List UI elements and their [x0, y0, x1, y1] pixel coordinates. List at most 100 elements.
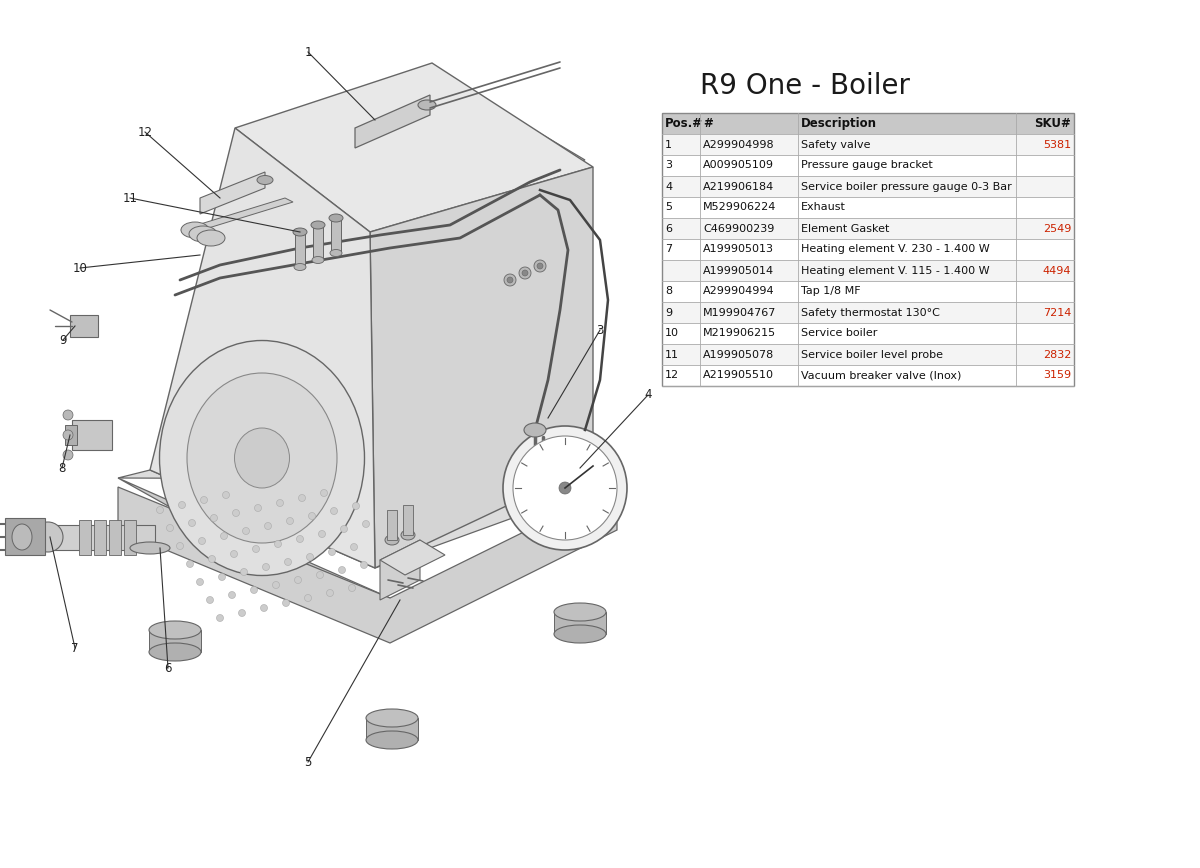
Circle shape [514, 436, 617, 540]
Ellipse shape [329, 214, 343, 222]
Circle shape [362, 521, 370, 528]
Text: Tap 1/8 MF: Tap 1/8 MF [802, 286, 860, 297]
Circle shape [209, 556, 216, 562]
Circle shape [251, 587, 258, 594]
Circle shape [156, 507, 163, 514]
Ellipse shape [366, 709, 418, 727]
Ellipse shape [312, 257, 324, 264]
Circle shape [296, 536, 304, 542]
Polygon shape [403, 505, 413, 535]
Polygon shape [79, 520, 91, 555]
Text: 9: 9 [59, 333, 67, 346]
Circle shape [341, 525, 348, 532]
Text: A299904998: A299904998 [703, 140, 775, 149]
Circle shape [348, 584, 355, 591]
Circle shape [188, 520, 196, 527]
Circle shape [239, 609, 246, 616]
Circle shape [508, 277, 514, 283]
Polygon shape [94, 520, 106, 555]
Bar [662, 323, 1074, 344]
Text: 11: 11 [665, 350, 679, 359]
Text: 8: 8 [59, 462, 66, 475]
Ellipse shape [130, 542, 170, 554]
Circle shape [318, 530, 325, 537]
Bar [662, 197, 1074, 218]
Circle shape [282, 600, 289, 607]
Text: 1: 1 [665, 140, 672, 149]
Text: 4: 4 [665, 181, 672, 192]
Circle shape [230, 550, 238, 557]
Circle shape [197, 578, 204, 586]
Ellipse shape [554, 603, 606, 621]
Ellipse shape [190, 226, 217, 242]
Text: A199905014: A199905014 [703, 266, 774, 275]
Polygon shape [118, 470, 617, 568]
Circle shape [520, 267, 530, 279]
Circle shape [221, 532, 228, 540]
Circle shape [233, 510, 240, 516]
Polygon shape [331, 218, 341, 253]
Ellipse shape [366, 731, 418, 749]
Circle shape [272, 582, 280, 589]
Text: A299904994: A299904994 [703, 286, 775, 297]
Text: Service boiler pressure gauge 0-3 Bar: Service boiler pressure gauge 0-3 Bar [802, 181, 1012, 192]
Text: 11: 11 [122, 192, 138, 205]
Bar [662, 134, 1074, 155]
Bar [662, 113, 1074, 134]
Bar [70, 315, 98, 337]
Circle shape [504, 274, 516, 286]
Text: 2832: 2832 [1043, 350, 1072, 359]
Bar [72, 420, 112, 450]
Bar [662, 281, 1074, 302]
Text: 4494: 4494 [1043, 266, 1072, 275]
Circle shape [242, 528, 250, 535]
Text: #: # [703, 117, 713, 130]
Circle shape [222, 491, 229, 498]
Ellipse shape [234, 428, 289, 488]
Text: 7: 7 [665, 245, 672, 254]
Ellipse shape [311, 221, 325, 229]
Polygon shape [109, 520, 121, 555]
Bar [65, 425, 77, 445]
Polygon shape [200, 172, 265, 214]
Circle shape [308, 512, 316, 520]
Text: 5381: 5381 [1043, 140, 1072, 149]
Circle shape [240, 569, 247, 575]
Polygon shape [295, 232, 305, 267]
Ellipse shape [149, 621, 202, 639]
Polygon shape [5, 518, 46, 555]
Text: A199905078: A199905078 [703, 350, 774, 359]
Circle shape [186, 561, 193, 568]
Circle shape [206, 596, 214, 603]
Polygon shape [181, 198, 293, 234]
Text: 1: 1 [305, 45, 312, 58]
Circle shape [350, 543, 358, 550]
Circle shape [216, 615, 223, 621]
Polygon shape [118, 486, 617, 643]
Text: 8: 8 [665, 286, 672, 297]
Circle shape [353, 503, 360, 510]
Polygon shape [150, 128, 374, 568]
Text: 2549: 2549 [1043, 223, 1072, 233]
Circle shape [198, 537, 205, 544]
Circle shape [64, 410, 73, 420]
Circle shape [294, 576, 301, 583]
Text: M199904767: M199904767 [703, 307, 776, 318]
Bar [662, 344, 1074, 365]
Bar [662, 302, 1074, 323]
Circle shape [64, 430, 73, 440]
Text: A009905109: A009905109 [703, 161, 774, 170]
Polygon shape [235, 68, 586, 222]
Text: 3159: 3159 [1043, 371, 1072, 380]
Ellipse shape [401, 530, 415, 540]
Bar [662, 365, 1074, 386]
Circle shape [260, 604, 268, 611]
Ellipse shape [12, 524, 32, 550]
Ellipse shape [257, 175, 274, 185]
Polygon shape [313, 225, 323, 260]
Polygon shape [370, 167, 593, 568]
Ellipse shape [187, 373, 337, 543]
Text: Safety valve: Safety valve [802, 140, 870, 149]
Text: 5: 5 [665, 202, 672, 213]
Polygon shape [380, 540, 420, 600]
